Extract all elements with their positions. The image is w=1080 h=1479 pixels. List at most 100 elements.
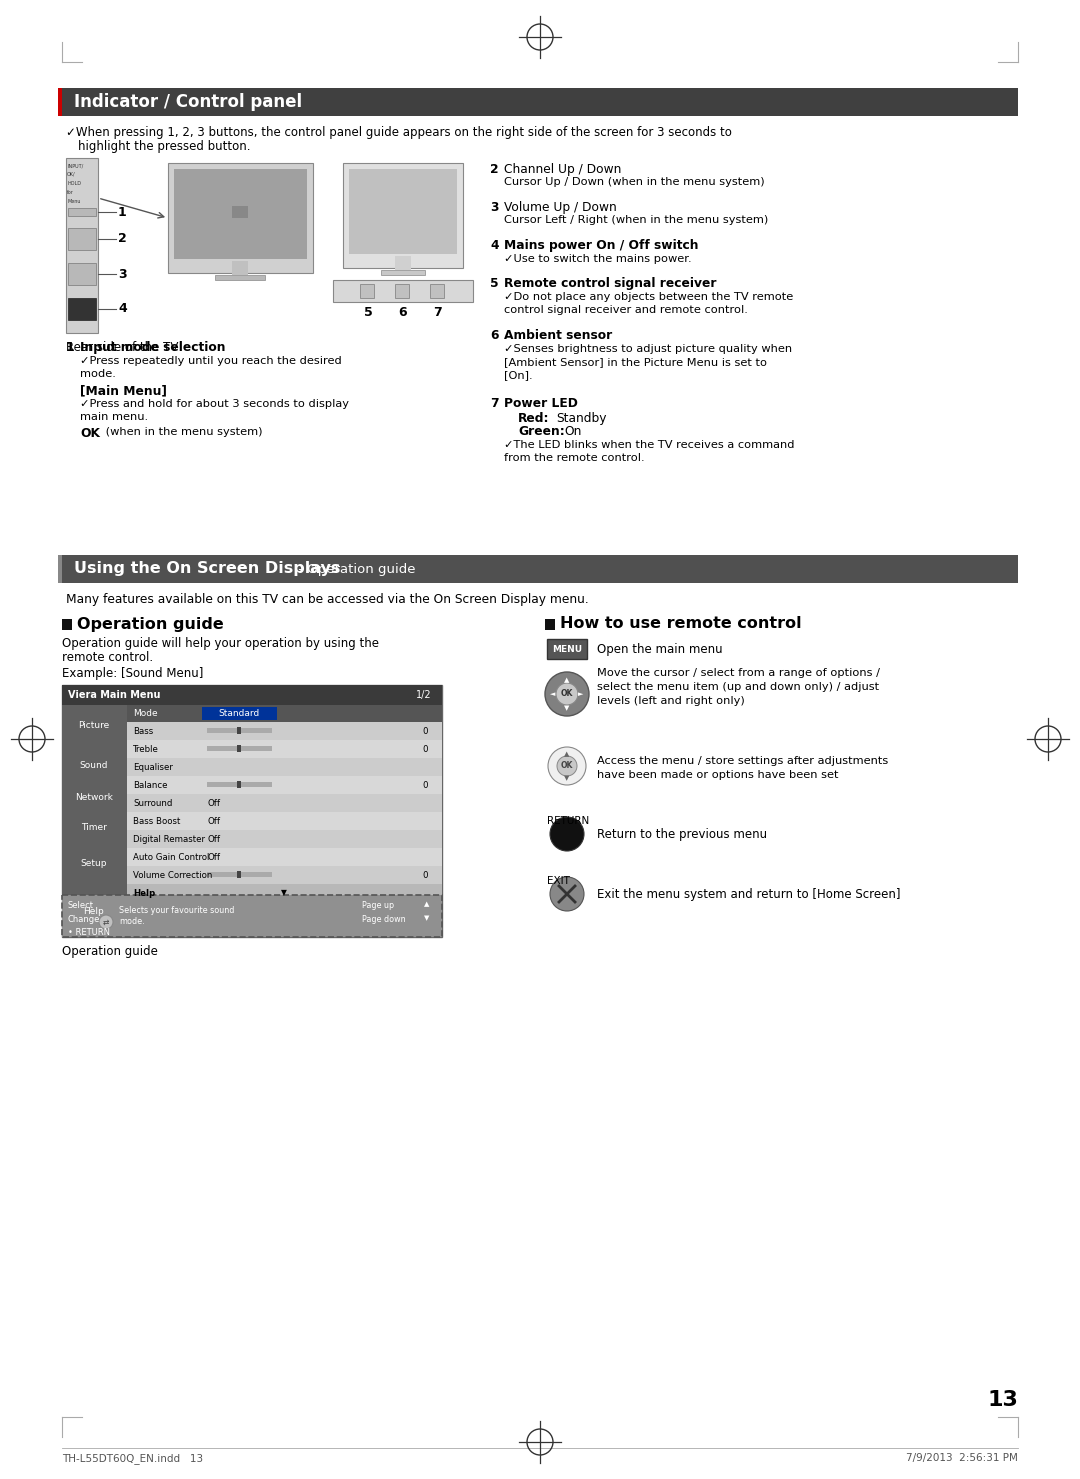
Bar [68, 263, 96, 285]
Bar [333, 280, 473, 302]
Text: (when in the menu system): (when in the menu system) [102, 427, 262, 436]
Bar [207, 728, 272, 734]
Text: ▲: ▲ [565, 751, 569, 757]
Text: Setup: Setup [81, 859, 107, 868]
Bar [232, 260, 248, 275]
Bar [62, 555, 1018, 583]
Text: 0: 0 [422, 781, 428, 790]
Text: highlight the pressed button.: highlight the pressed button. [78, 141, 251, 152]
Text: Help: Help [83, 907, 105, 916]
Text: 2: 2 [490, 163, 499, 176]
Text: levels (left and right only): levels (left and right only) [597, 697, 745, 705]
Circle shape [550, 816, 584, 850]
Bar [237, 728, 241, 734]
Text: TH-L55DT60Q_EN.indd   13: TH-L55DT60Q_EN.indd 13 [62, 1452, 203, 1464]
Text: How to use remote control: How to use remote control [561, 617, 801, 632]
Bar [58, 555, 63, 583]
Text: 0: 0 [422, 726, 428, 735]
Bar [62, 685, 442, 938]
Bar [207, 873, 272, 877]
Bar [127, 794, 442, 812]
Text: Timer: Timer [81, 824, 107, 833]
Text: Open the main menu: Open the main menu [597, 642, 723, 655]
Text: ▲: ▲ [565, 677, 569, 683]
Text: • RETURN: • RETURN [68, 927, 110, 938]
Text: 3: 3 [490, 201, 499, 214]
Bar [127, 867, 442, 884]
Bar [68, 297, 96, 319]
Text: [Main Menu]: [Main Menu] [80, 385, 167, 396]
Text: 1: 1 [66, 342, 75, 353]
Bar [127, 776, 442, 794]
Text: 7: 7 [490, 396, 499, 410]
Text: OK/: OK/ [67, 172, 76, 177]
Text: ▼: ▼ [424, 916, 430, 921]
Bar [395, 256, 411, 271]
Bar [395, 284, 409, 297]
Text: have been made or options have been set: have been made or options have been set [597, 771, 838, 779]
Text: RETURN: RETURN [546, 816, 590, 825]
Text: Green:: Green: [518, 424, 565, 438]
Text: Operation guide will help your operation by using the: Operation guide will help your operation… [62, 637, 379, 649]
Text: Change: Change [68, 916, 100, 924]
Text: 7/9/2013  2:56:31 PM: 7/9/2013 2:56:31 PM [906, 1452, 1018, 1463]
Text: Input mode selection: Input mode selection [80, 342, 226, 353]
Bar [127, 740, 442, 759]
Bar [174, 169, 307, 259]
Text: [On].: [On]. [504, 370, 532, 380]
Bar [62, 895, 442, 938]
Text: Remote control signal receiver: Remote control signal receiver [504, 277, 716, 290]
Text: Move the cursor / select from a range of options /: Move the cursor / select from a range of… [597, 669, 880, 677]
Bar [127, 847, 442, 867]
Bar [343, 163, 463, 268]
Text: ►: ► [578, 691, 583, 697]
Circle shape [557, 756, 577, 776]
Text: 13: 13 [987, 1390, 1018, 1409]
Text: Volume Up / Down: Volume Up / Down [504, 201, 617, 214]
Text: ▼: ▼ [281, 889, 287, 898]
Text: ⇄: ⇄ [103, 917, 109, 926]
Text: Operation guide: Operation guide [77, 617, 224, 632]
Text: Using the On Screen Displays: Using the On Screen Displays [75, 562, 340, 577]
Text: ✓Use to switch the mains power.: ✓Use to switch the mains power. [504, 254, 691, 263]
Bar [215, 275, 265, 280]
Text: 1: 1 [118, 206, 126, 219]
Text: OK: OK [561, 689, 573, 698]
Circle shape [556, 683, 578, 705]
Text: Off: Off [207, 834, 220, 843]
Bar [202, 707, 276, 720]
Bar [62, 685, 442, 705]
Text: Volume Correction: Volume Correction [133, 871, 213, 880]
Text: ✓Do not place any objects between the TV remote: ✓Do not place any objects between the TV… [504, 291, 793, 302]
Bar [62, 895, 442, 938]
Bar [232, 206, 248, 217]
Text: for: for [67, 189, 73, 195]
Text: Ambient sensor: Ambient sensor [504, 328, 612, 342]
Text: Help: Help [133, 889, 156, 898]
Text: 4: 4 [118, 303, 126, 315]
Text: Mode: Mode [133, 708, 158, 717]
Text: EXIT: EXIT [546, 876, 570, 886]
Text: ▼: ▼ [565, 775, 569, 781]
Text: ▼: ▼ [565, 705, 569, 711]
Bar [237, 745, 241, 751]
Text: Operation guide: Operation guide [62, 945, 158, 958]
Text: Bass Boost: Bass Boost [133, 816, 180, 825]
Text: ✓The LED blinks when the TV receives a command: ✓The LED blinks when the TV receives a c… [504, 439, 795, 450]
Text: 6: 6 [490, 328, 499, 342]
Bar [66, 158, 98, 333]
Text: - Operation guide: - Operation guide [294, 562, 416, 575]
Text: ✓Press repeatedly until you reach the desired: ✓Press repeatedly until you reach the de… [80, 356, 341, 365]
Bar [62, 620, 72, 630]
Text: 5: 5 [490, 277, 499, 290]
Text: Page up: Page up [362, 901, 394, 910]
Text: Rear side of the TV: Rear side of the TV [66, 342, 178, 353]
Text: remote control.: remote control. [62, 651, 153, 664]
Bar [381, 271, 426, 275]
Text: Exit the menu system and return to [Home Screen]: Exit the menu system and return to [Home… [597, 887, 901, 901]
Text: ✓When pressing 1, 2, 3 buttons, the control panel guide appears on the right sid: ✓When pressing 1, 2, 3 buttons, the cont… [66, 126, 732, 139]
Text: Viera Main Menu: Viera Main Menu [68, 691, 161, 700]
Text: 1/2: 1/2 [417, 691, 432, 700]
Bar [58, 87, 63, 115]
Text: Cursor Up / Down (when in the menu system): Cursor Up / Down (when in the menu syste… [504, 177, 765, 186]
